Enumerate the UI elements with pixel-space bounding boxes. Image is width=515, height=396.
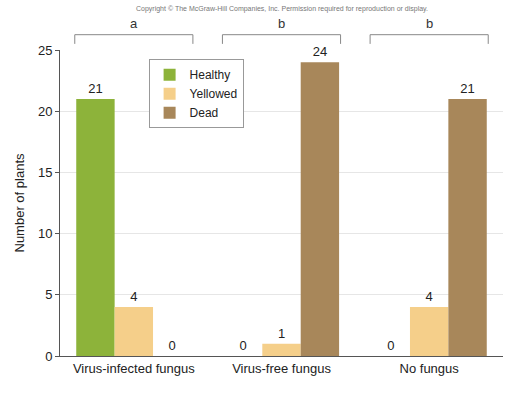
svg-text:a: a	[130, 16, 138, 31]
svg-text:15: 15	[38, 165, 52, 180]
svg-text:0: 0	[45, 349, 52, 364]
svg-text:21: 21	[460, 81, 474, 96]
svg-text:Number of plants: Number of plants	[12, 153, 27, 252]
svg-text:0: 0	[169, 338, 176, 353]
svg-text:4: 4	[426, 289, 433, 304]
svg-text:0: 0	[239, 338, 246, 353]
svg-text:21: 21	[88, 81, 102, 96]
svg-text:Yellowed: Yellowed	[190, 87, 238, 101]
svg-text:Virus-infected fungus: Virus-infected fungus	[73, 361, 195, 376]
svg-text:b: b	[278, 16, 285, 31]
svg-text:10: 10	[38, 226, 52, 241]
svg-text:No fungus: No fungus	[400, 361, 460, 376]
svg-text:4: 4	[130, 289, 137, 304]
svg-text:b: b	[426, 16, 433, 31]
svg-text:1: 1	[278, 326, 285, 341]
svg-text:20: 20	[38, 104, 52, 119]
svg-text:0: 0	[387, 338, 394, 353]
svg-text:Healthy: Healthy	[190, 68, 231, 82]
svg-text:Virus-free fungus: Virus-free fungus	[232, 361, 331, 376]
svg-text:25: 25	[38, 43, 52, 58]
svg-text:24: 24	[313, 44, 327, 59]
svg-text:5: 5	[45, 287, 52, 302]
svg-text:Copyright © The McGraw-Hill Co: Copyright © The McGraw-Hill Companies, I…	[136, 5, 428, 13]
svg-text:Dead: Dead	[190, 106, 219, 120]
